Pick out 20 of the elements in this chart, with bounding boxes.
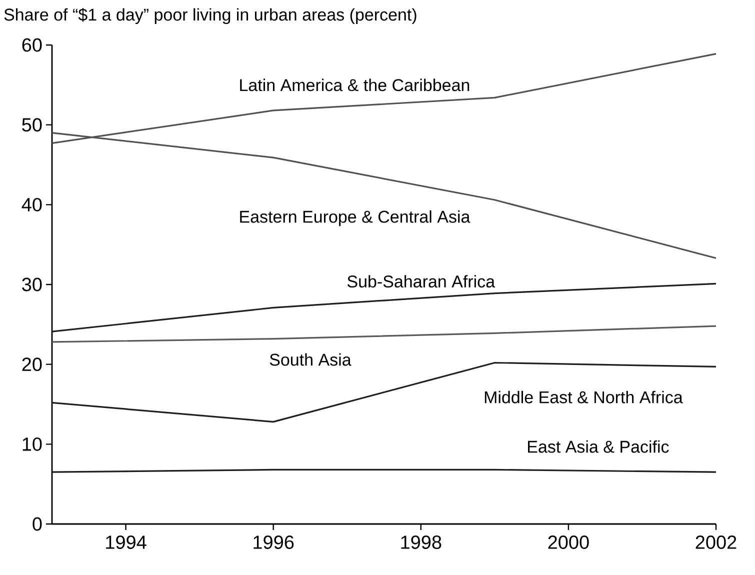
series-label: East Asia & Pacific xyxy=(528,440,669,453)
y-tick-label: 10 xyxy=(22,437,42,451)
x-tick-label: 2000 xyxy=(548,536,589,549)
series-label: South Asia xyxy=(270,353,352,366)
y-tick-label: 30 xyxy=(22,278,42,292)
series-label: Middle East & North Africa xyxy=(484,390,683,404)
series-label: Sub-Saharan Africa xyxy=(347,275,496,288)
x-tick-label: 1994 xyxy=(106,536,146,549)
y-tick-label: 50 xyxy=(22,118,42,132)
series-label: Eastern Europe & Central Asia xyxy=(240,210,470,226)
y-tick-label: 40 xyxy=(22,198,42,212)
chart-title: Share of “$1 a day” poor living in urban areas (percent) xyxy=(4,8,416,24)
y-tick-label: 0 xyxy=(32,517,42,531)
x-tick-label: 2002 xyxy=(696,536,736,549)
y-tick-label: 20 xyxy=(22,358,42,372)
line-series xyxy=(51,325,717,343)
y-tick-label: 60 xyxy=(22,38,42,52)
series-label: Latin America & the Caribbean xyxy=(240,78,470,92)
x-tick-label: 1998 xyxy=(401,536,442,549)
x-tick-label: 1996 xyxy=(254,536,294,549)
